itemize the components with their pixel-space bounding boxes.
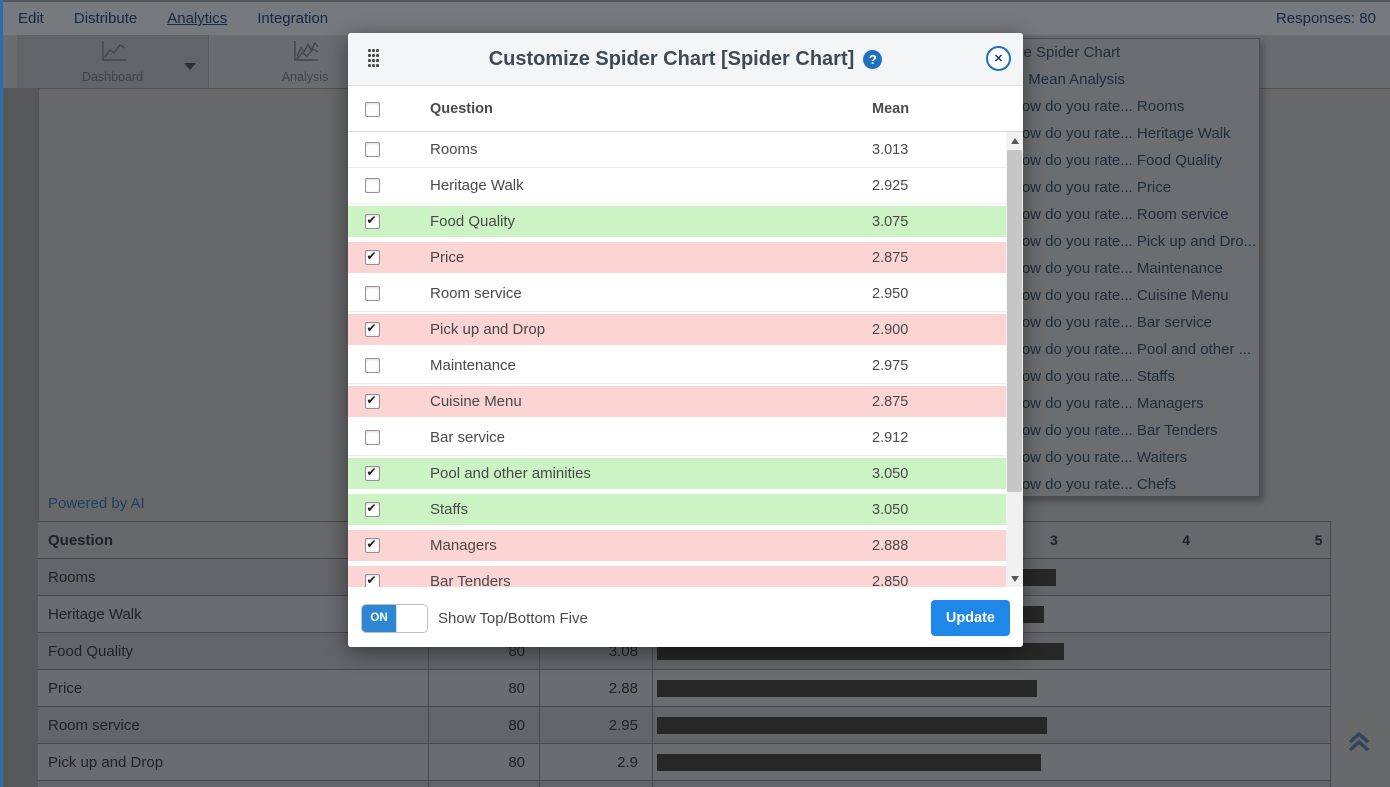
drag-handle-icon[interactable] xyxy=(368,49,380,69)
modal-row-rooms: Rooms 3.013 xyxy=(348,132,1006,168)
row-checkbox-room-service[interactable] xyxy=(365,286,380,301)
modal-title-wrap: Customize Spider Chart [Spider Chart] ? xyxy=(348,48,1023,71)
modal-title: Customize Spider Chart [Spider Chart] xyxy=(488,47,855,70)
left-accent-stripe xyxy=(0,0,3,787)
row-checkbox-rooms[interactable] xyxy=(365,142,380,157)
modal-row-price: Price 2.875 xyxy=(348,240,1006,276)
row-checkbox-managers[interactable] xyxy=(365,537,380,553)
modal-row-question: Pool and other aminities xyxy=(430,465,591,482)
modal-table-header: Question Mean xyxy=(348,86,1023,132)
modal-row-mean: 2.875 xyxy=(872,393,909,410)
modal-row-mean: 2.900 xyxy=(872,321,909,338)
row-checkbox-maintenance[interactable] xyxy=(365,358,380,373)
modal-scroll-area: Rooms 3.013 Heritage Walk 2.925 Food Quality… xyxy=(348,132,1023,587)
row-checkbox-staffs[interactable] xyxy=(365,501,380,517)
toggle-description: Show Top/Bottom Five xyxy=(438,609,588,627)
row-checkbox-cuisine-menu[interactable] xyxy=(365,393,380,409)
modal-footer: ON Show Top/Bottom Five Update xyxy=(348,587,1023,649)
modal-row-mean: 3.075 xyxy=(872,213,909,230)
modal-row-maintenance: Maintenance 2.975 xyxy=(348,348,1006,384)
modal-row-mean: 2.912 xyxy=(872,429,909,446)
modal-row-pick-up-and-drop: Pick up and Drop 2.900 xyxy=(348,312,1006,348)
modal-row-staffs: Staffs 3.050 xyxy=(348,492,1006,528)
scrollbar-thumb[interactable] xyxy=(1007,150,1022,492)
modal-row-mean: 2.850 xyxy=(872,573,909,588)
close-icon[interactable]: ✕ xyxy=(986,46,1011,71)
modal-row-mean: 3.050 xyxy=(872,465,909,482)
modal-row-bar-tenders: Bar Tenders 2.850 xyxy=(348,564,1006,587)
modal-row-question: Pick up and Drop xyxy=(430,321,546,338)
row-checkbox-pick-up-and-drop[interactable] xyxy=(365,321,380,337)
scrollbar-up-button[interactable] xyxy=(1006,132,1023,149)
modal-header: Customize Spider Chart [Spider Chart] ? … xyxy=(348,33,1023,86)
modal-row-mean: 2.925 xyxy=(872,177,909,194)
modal-row-question: Room service xyxy=(430,285,522,302)
row-checkbox-bar-tenders[interactable] xyxy=(365,573,380,587)
modal-row-mean: 3.050 xyxy=(872,501,909,518)
modal-row-question: Cuisine Menu xyxy=(430,393,522,410)
modal-row-question: Rooms xyxy=(430,141,478,158)
modal-header-question: Question xyxy=(430,101,493,117)
help-icon[interactable]: ? xyxy=(863,49,883,69)
row-checkbox-food-quality[interactable] xyxy=(365,213,380,229)
modal-row-mean: 2.975 xyxy=(872,357,909,374)
select-all-checkbox[interactable] xyxy=(365,102,380,117)
scrollbar-down-button[interactable] xyxy=(1006,570,1023,587)
customize-spider-chart-modal: Customize Spider Chart [Spider Chart] ? … xyxy=(348,33,1023,647)
modal-row-question: Staffs xyxy=(430,501,469,518)
modal-row-room-service: Room service 2.950 xyxy=(348,276,1006,312)
update-button[interactable]: Update xyxy=(930,600,1010,636)
modal-row-mean: 3.013 xyxy=(872,141,909,158)
modal-row-question: Food Quality xyxy=(430,213,516,230)
modal-row-bar-service: Bar service 2.912 xyxy=(348,420,1006,456)
modal-row-cuisine-menu: Cuisine Menu 2.875 xyxy=(348,384,1006,420)
modal-row-mean: 2.950 xyxy=(872,285,909,302)
modal-row-mean: 2.888 xyxy=(872,537,909,554)
row-checkbox-bar-service[interactable] xyxy=(365,430,380,445)
modal-row-heritage-walk: Heritage Walk 2.925 xyxy=(348,168,1006,204)
show-top-bottom-toggle[interactable]: ON xyxy=(361,603,428,633)
modal-header-mean: Mean xyxy=(872,101,910,117)
row-checkbox-pool-and-other-aminities[interactable] xyxy=(365,465,380,481)
modal-row-pool-and-other-aminities: Pool and other aminities 3.050 xyxy=(348,456,1006,492)
scrollbar xyxy=(1006,132,1023,587)
row-checkbox-price[interactable] xyxy=(365,249,380,265)
toggle-knob xyxy=(396,604,427,632)
modal-row-managers: Managers 2.888 xyxy=(348,528,1006,564)
row-checkbox-heritage-walk[interactable] xyxy=(365,178,380,193)
modal-row-food-quality: Food Quality 3.075 xyxy=(348,204,1006,240)
modal-row-question: Bar service xyxy=(430,429,506,446)
modal-row-mean: 2.875 xyxy=(872,249,909,266)
modal-row-question: Price xyxy=(430,249,465,266)
modal-row-question: Maintenance xyxy=(430,357,516,374)
modal-row-question: Heritage Walk xyxy=(430,177,524,194)
modal-row-question: Bar Tenders xyxy=(430,573,511,587)
toggle-on-label: ON xyxy=(362,604,396,632)
modal-row-question: Managers xyxy=(430,537,497,554)
